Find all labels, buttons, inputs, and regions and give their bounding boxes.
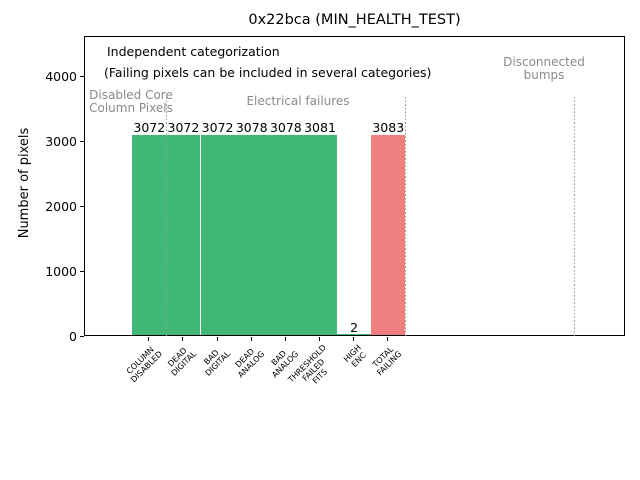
y-tick-mark (80, 140, 84, 142)
group-label: Electrical failures (246, 94, 350, 108)
x-tick-mark (250, 337, 252, 341)
bar-value-label: 3081 (304, 119, 336, 135)
y-tick-label: 3000 (45, 133, 77, 149)
x-tick-label: COLUMN DISABLED (124, 345, 165, 385)
y-tick-label: 2000 (45, 198, 77, 214)
x-tick-label: DEAD ANALOG (233, 346, 267, 380)
bar (337, 334, 372, 335)
bar (200, 135, 235, 335)
bar (132, 135, 167, 335)
bar-value-label: 3078 (269, 119, 302, 135)
y-tick-label: 4000 (45, 68, 77, 84)
bar (302, 134, 338, 335)
x-tick-mark (182, 337, 184, 341)
bar-value-label: 3072 (201, 120, 234, 136)
x-tick-mark (353, 337, 355, 341)
x-tick-mark (148, 337, 150, 341)
y-tick-mark (80, 205, 84, 207)
x-tick-mark (319, 337, 320, 341)
x-tick-label: HIGH ENC (341, 343, 368, 369)
annotation-independent-categorization: Independent categorization (107, 44, 280, 59)
group-label: Disabled Core Column Pixels (89, 88, 173, 115)
category-separator-line (405, 97, 407, 337)
bar-value-label: 3072 (133, 120, 166, 136)
x-tick-label: TOTAL FAILING (370, 344, 404, 378)
bar-value-label: 3078 (235, 119, 268, 135)
bar (268, 134, 303, 335)
y-tick-mark (80, 335, 84, 337)
chart-title: 0x22bca (MIN_HEALTH_TEST) (248, 12, 461, 28)
y-tick-mark (80, 75, 84, 77)
x-tick-label: BAD DIGITAL (202, 348, 233, 378)
bar (371, 134, 406, 335)
group-label: Disconnected bumps (503, 55, 585, 82)
bar (234, 134, 269, 335)
y-tick-label: 0 (69, 328, 77, 344)
annotation-failing-pixels-note: (Failing pixels can be included in sever… (104, 65, 432, 80)
category-separator-line (166, 97, 168, 337)
x-tick-mark (284, 337, 286, 341)
x-tick-mark (216, 337, 218, 341)
bar-value-label: 2 (350, 319, 359, 335)
bar-value-label: 3083 (372, 119, 405, 135)
bar-value-label: 3072 (167, 120, 200, 136)
plot-area: Independent categorization (Failing pixe… (84, 36, 625, 337)
x-tick-label: DEAD DIGITAL (166, 345, 199, 378)
bar (166, 135, 201, 335)
y-tick-label: 1000 (45, 263, 77, 279)
category-separator-line (574, 97, 576, 337)
x-tick-mark (387, 337, 389, 341)
y-tick-mark (80, 270, 84, 272)
